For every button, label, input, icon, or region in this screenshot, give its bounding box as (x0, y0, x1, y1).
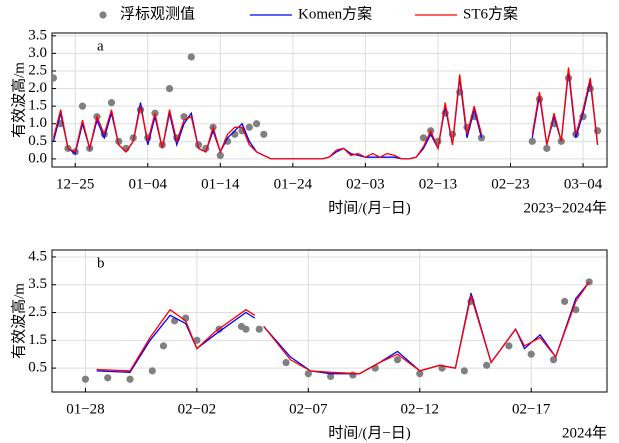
observation-point (216, 151, 224, 159)
observation-point (543, 144, 551, 152)
axis-note: 2024年 (562, 424, 607, 441)
model-line (96, 281, 590, 375)
y-tick-label: 4.5 (28, 248, 47, 264)
observation-point (126, 375, 134, 383)
x-tick-label: 02−23 (491, 176, 529, 192)
y-tick-label: 0.5 (28, 360, 47, 376)
x-tick-label: 01−24 (274, 176, 313, 192)
y-axis-label: 有效波高/m (10, 62, 27, 138)
panel-label: a (97, 38, 104, 54)
observation-point (419, 134, 428, 142)
observation-point (304, 370, 312, 378)
observation-point (393, 356, 402, 364)
legend-label: ST6方案 (463, 4, 518, 22)
observation-point (180, 113, 188, 121)
x-tick-label: 02−13 (419, 176, 457, 192)
x-tick-label: 01−28 (66, 401, 104, 417)
legend-label: Komen方案 (298, 4, 372, 22)
x-tick-label: 02−17 (512, 401, 551, 417)
y-tick-label: 3.0 (28, 45, 47, 61)
observation-point (107, 99, 116, 107)
observation-point (483, 361, 491, 369)
observation-point (165, 84, 174, 93)
observation-point (527, 350, 535, 358)
observation-point (242, 325, 250, 333)
y-tick-label: 0.0 (28, 150, 47, 166)
observation-point (549, 356, 558, 364)
observation-point (349, 371, 357, 379)
y-tick-label: 1.0 (28, 115, 47, 131)
x-axis-label: 时间/(月−日) (328, 424, 411, 441)
observation-point (477, 134, 486, 142)
observation-point (245, 123, 253, 131)
axis-note: 2023−2024年 (524, 199, 607, 216)
plot-area (52, 53, 602, 160)
observation-point (255, 325, 263, 333)
y-tick-label: 0.5 (28, 133, 47, 149)
observation-point (187, 53, 195, 61)
plot-frame (51, 249, 608, 393)
observation-point (260, 130, 268, 138)
x-tick-label: 01−04 (129, 176, 168, 192)
observation-point (104, 374, 112, 382)
observation-point (81, 375, 90, 383)
y-tick-label: 3.5 (28, 27, 47, 43)
observation-point (282, 358, 290, 367)
x-tick-label: 02−03 (346, 176, 384, 192)
x-tick-label: 02−12 (401, 401, 439, 417)
observation-point (193, 336, 201, 344)
model-line (96, 281, 590, 375)
x-tick-label: 01−14 (201, 176, 240, 192)
model-line (52, 70, 599, 160)
legend-label: 浮标观测值 (120, 5, 195, 22)
observation-point (252, 120, 261, 128)
observation-point (52, 74, 58, 82)
x-axis-label: 时间/(月−日) (328, 199, 411, 216)
observation-point (327, 372, 335, 381)
y-tick-label: 2.5 (28, 62, 47, 78)
x-tick-label: 03−04 (564, 176, 603, 192)
x-tick-label: 02−02 (178, 401, 216, 417)
observation-point (129, 134, 137, 142)
panel-label: b (97, 255, 105, 271)
y-tick-label: 2.0 (28, 80, 47, 96)
model-line (52, 67, 599, 160)
x-tick-label: 02−07 (289, 401, 328, 417)
observation-point (561, 297, 569, 306)
y-tick-label: 1.5 (28, 332, 47, 348)
observation-point (231, 130, 239, 138)
y-tick-label: 3.5 (28, 276, 47, 292)
observation-point (505, 342, 513, 350)
legend-marker (99, 11, 107, 19)
observation-point (78, 102, 87, 110)
observation-point (528, 137, 536, 145)
observation-point (148, 367, 156, 375)
observation-point (159, 342, 168, 350)
observation-point (460, 367, 468, 375)
x-tick-label: 12−25 (56, 176, 94, 192)
plot-area (81, 278, 593, 383)
y-tick-label: 1.5 (28, 98, 47, 114)
y-axis-label: 有效波高/m (10, 283, 27, 359)
plot-frame (51, 32, 608, 168)
observation-point (416, 370, 424, 378)
y-tick-label: 2.5 (28, 304, 47, 320)
